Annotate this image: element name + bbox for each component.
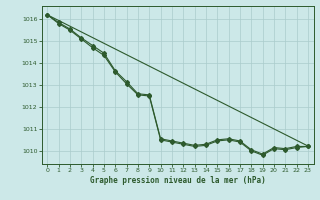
X-axis label: Graphe pression niveau de la mer (hPa): Graphe pression niveau de la mer (hPa) (90, 176, 266, 185)
